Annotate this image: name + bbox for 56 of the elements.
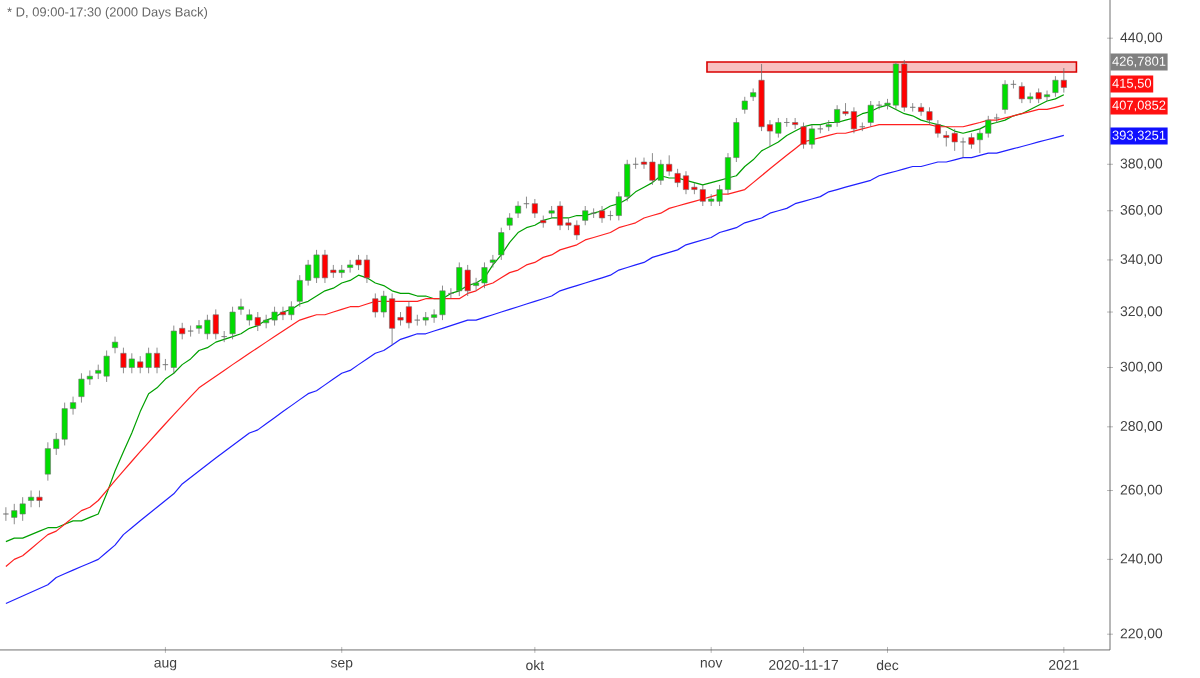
candlestick <box>464 264 471 297</box>
candlestick <box>531 198 538 219</box>
candlestick <box>271 306 278 326</box>
candlestick <box>288 300 295 321</box>
candlestick <box>867 100 874 128</box>
candlestick <box>481 262 488 289</box>
candlestick <box>901 59 908 112</box>
candlestick <box>582 205 589 226</box>
candlestick <box>313 249 320 284</box>
candlestick <box>145 347 152 374</box>
candlestick <box>800 122 807 150</box>
candlestick <box>808 124 815 150</box>
candlestick <box>229 306 236 340</box>
candlestick <box>414 314 421 326</box>
candlestick <box>78 372 85 403</box>
candlestick <box>439 285 446 321</box>
candlestick <box>212 308 219 340</box>
candlestick <box>456 262 463 297</box>
candlestick <box>850 106 857 134</box>
candlestick <box>674 168 681 188</box>
candlestick <box>103 350 110 383</box>
candlestick <box>775 117 782 138</box>
candlestick <box>489 254 496 268</box>
candlestick <box>187 325 194 337</box>
candlestick <box>112 336 119 354</box>
candlestick <box>1060 67 1067 94</box>
candlestick <box>347 259 354 274</box>
candlestick <box>120 347 127 374</box>
candlestick <box>515 200 522 219</box>
candlestick <box>372 293 379 318</box>
candlestick <box>19 496 26 522</box>
candlestick <box>422 311 429 326</box>
candlestick <box>405 300 412 329</box>
candlestick <box>951 128 958 152</box>
candlestick <box>834 104 841 128</box>
candlestick <box>363 254 370 284</box>
candlestick <box>237 298 244 316</box>
candlestick <box>943 130 950 147</box>
candlestick <box>573 219 580 241</box>
candlestick <box>36 490 43 508</box>
candlestick <box>1002 79 1009 115</box>
candlestick <box>649 152 656 186</box>
candlestick <box>599 205 606 224</box>
candlestick <box>758 63 765 132</box>
candlestick <box>498 227 505 261</box>
candlestick <box>204 314 211 340</box>
candlestick <box>934 119 941 138</box>
candlestick <box>792 117 799 130</box>
candlestick <box>985 115 992 138</box>
candlestick <box>540 215 547 229</box>
candlestick <box>61 402 68 446</box>
candlestick <box>28 490 35 508</box>
candlestick <box>1052 75 1059 98</box>
candlestick <box>918 102 925 117</box>
candlestick <box>11 503 18 525</box>
candlestick <box>338 264 345 279</box>
